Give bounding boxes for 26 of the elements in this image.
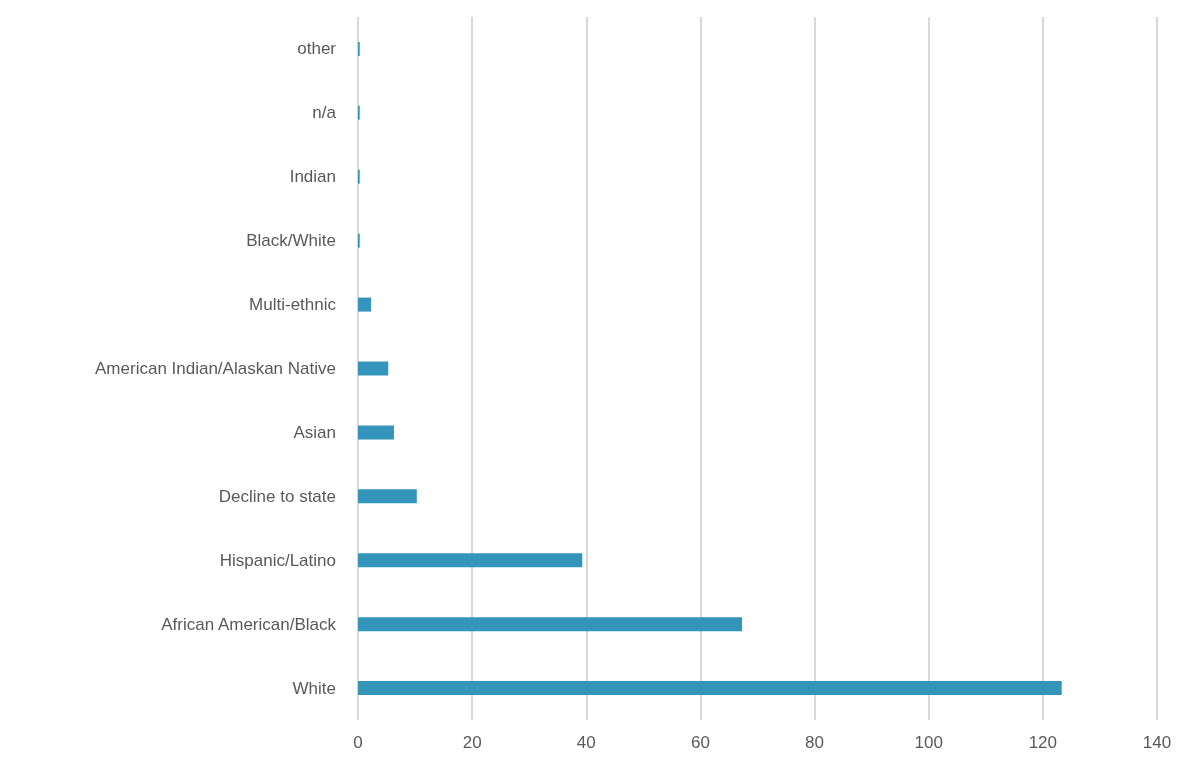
x-tick-label: 20 [462,733,482,752]
bar [358,681,1062,696]
y-tick-label: other [297,39,337,59]
x-tick-label: 60 [690,733,710,752]
y-tick-label: Indian [289,167,336,187]
y-tick-label: American Indian/Alaskan Native [95,359,336,378]
y-tick-label: Black/White [246,231,336,251]
x-tick-label: 120 [1028,733,1058,752]
y-tick-label: Multi-ethnic [249,295,337,315]
y-tick-label: Hispanic/Latino [219,550,336,570]
x-tick-label: 0 [353,733,363,752]
x-tick-label: 140 [1142,733,1172,752]
bar [358,553,583,568]
bar [358,489,417,504]
bar [358,425,394,440]
x-tick-label: 100 [914,733,943,752]
x-tick-label: 80 [805,733,825,752]
y-tick-label: White [292,678,336,698]
y-tick-label: Asian [293,422,336,442]
y-tick-label: African American/Black [161,614,337,634]
bar [358,361,389,376]
bar [358,297,372,312]
y-tick-label: Decline to state [218,486,336,506]
y-tick-label: n/a [312,103,337,123]
bar [358,617,743,632]
x-tick-label: 40 [576,733,596,752]
